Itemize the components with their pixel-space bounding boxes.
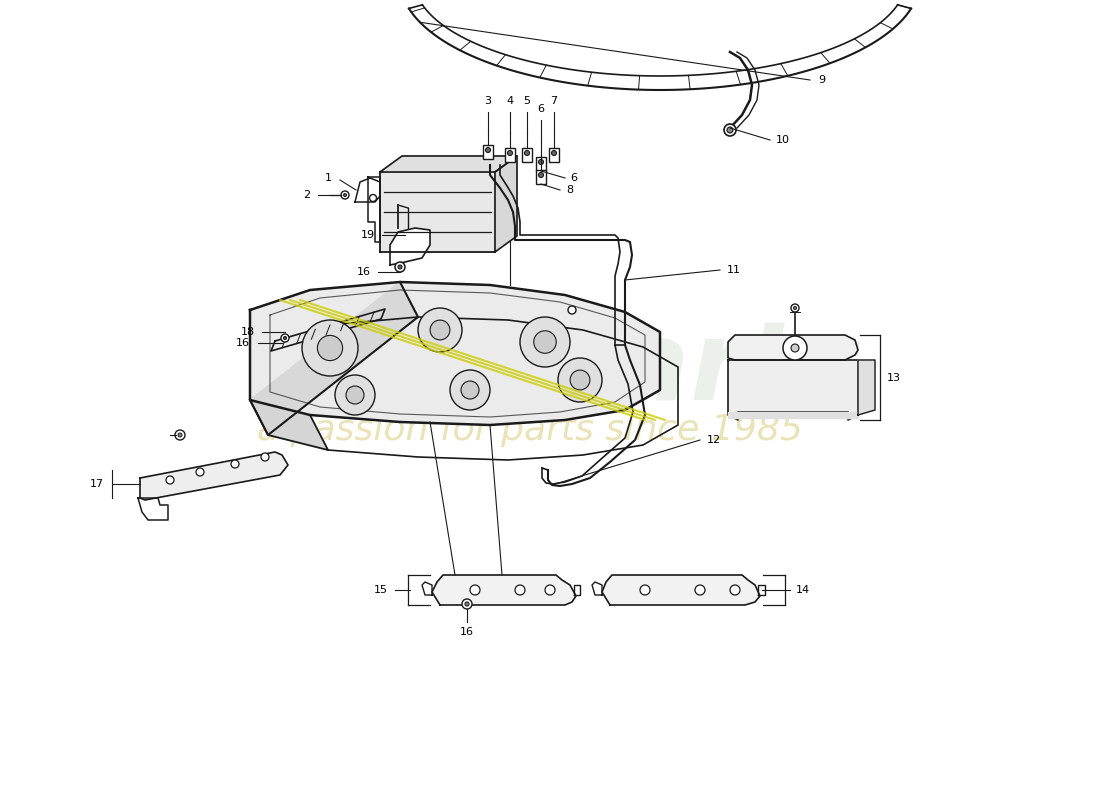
Circle shape — [284, 337, 286, 339]
Circle shape — [539, 173, 543, 178]
Bar — [483, 145, 493, 159]
Text: 10: 10 — [776, 135, 790, 145]
Polygon shape — [728, 412, 858, 418]
Circle shape — [465, 602, 469, 606]
Text: 16: 16 — [358, 267, 371, 277]
Text: 6: 6 — [570, 173, 578, 183]
Circle shape — [507, 150, 513, 155]
Circle shape — [783, 336, 807, 360]
Bar — [522, 148, 532, 162]
Circle shape — [791, 304, 799, 312]
Text: 12: 12 — [707, 435, 722, 445]
Circle shape — [231, 460, 239, 468]
Text: 1: 1 — [324, 173, 332, 183]
Polygon shape — [574, 585, 580, 595]
Circle shape — [178, 433, 182, 437]
Circle shape — [430, 320, 450, 340]
Circle shape — [398, 265, 402, 269]
Circle shape — [730, 585, 740, 595]
Text: 7: 7 — [550, 96, 558, 106]
Polygon shape — [390, 228, 430, 265]
Polygon shape — [250, 400, 328, 450]
Text: 9: 9 — [818, 75, 825, 85]
Polygon shape — [271, 309, 385, 351]
Circle shape — [539, 159, 543, 165]
Polygon shape — [140, 452, 288, 500]
Text: 14: 14 — [796, 585, 810, 595]
Text: 15: 15 — [374, 585, 388, 595]
Circle shape — [370, 194, 376, 202]
Text: 4: 4 — [506, 96, 514, 106]
Polygon shape — [355, 178, 380, 202]
Circle shape — [485, 147, 491, 153]
Circle shape — [727, 127, 733, 133]
Circle shape — [418, 308, 462, 352]
Circle shape — [261, 453, 270, 461]
Circle shape — [558, 358, 602, 402]
Polygon shape — [728, 360, 858, 420]
Circle shape — [336, 375, 375, 415]
Text: 6: 6 — [538, 104, 544, 114]
Polygon shape — [728, 335, 858, 360]
Text: a passion for parts since 1985: a passion for parts since 1985 — [257, 413, 803, 447]
Text: 3: 3 — [484, 96, 492, 106]
Circle shape — [520, 317, 570, 367]
Bar — [536, 157, 546, 171]
Circle shape — [343, 194, 346, 197]
Circle shape — [450, 370, 490, 410]
Circle shape — [395, 262, 405, 272]
Circle shape — [640, 585, 650, 595]
Text: 18: 18 — [241, 327, 255, 337]
Circle shape — [166, 476, 174, 484]
Text: 17: 17 — [90, 479, 104, 489]
Circle shape — [175, 430, 185, 440]
Polygon shape — [250, 282, 418, 435]
Polygon shape — [250, 282, 660, 425]
Polygon shape — [495, 156, 517, 252]
Circle shape — [724, 124, 736, 136]
Text: euroParts: euroParts — [255, 317, 865, 423]
Circle shape — [462, 599, 472, 609]
Polygon shape — [138, 498, 168, 520]
Text: 13: 13 — [887, 373, 901, 383]
Circle shape — [525, 150, 529, 155]
Circle shape — [470, 585, 480, 595]
Circle shape — [551, 150, 557, 155]
Circle shape — [695, 585, 705, 595]
Text: 19: 19 — [361, 230, 375, 240]
Circle shape — [515, 585, 525, 595]
Polygon shape — [858, 360, 874, 415]
Bar — [505, 148, 515, 162]
Circle shape — [793, 306, 796, 310]
Text: 8: 8 — [566, 185, 573, 195]
Circle shape — [341, 191, 349, 199]
Text: 16: 16 — [460, 627, 474, 637]
Bar — [549, 148, 559, 162]
Polygon shape — [602, 575, 760, 605]
Circle shape — [534, 330, 557, 354]
Circle shape — [544, 585, 556, 595]
Circle shape — [196, 468, 204, 476]
Polygon shape — [379, 156, 517, 172]
Circle shape — [568, 306, 576, 314]
Circle shape — [570, 370, 590, 390]
Bar — [536, 170, 546, 184]
Circle shape — [280, 334, 289, 342]
Circle shape — [791, 344, 799, 352]
Circle shape — [318, 335, 342, 361]
Polygon shape — [379, 172, 495, 252]
Polygon shape — [432, 575, 576, 605]
Polygon shape — [592, 582, 602, 595]
Text: 11: 11 — [727, 265, 741, 275]
Text: 2: 2 — [302, 190, 310, 200]
Circle shape — [346, 386, 364, 404]
Text: 16: 16 — [236, 338, 250, 348]
Circle shape — [302, 320, 358, 376]
Polygon shape — [758, 585, 764, 595]
Circle shape — [461, 381, 478, 399]
Polygon shape — [422, 582, 432, 595]
Text: 5: 5 — [524, 96, 530, 106]
